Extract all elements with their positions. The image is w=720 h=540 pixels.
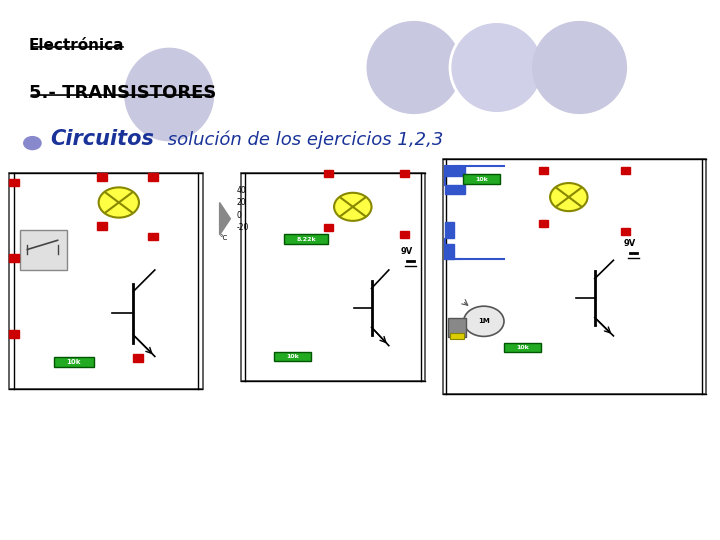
Text: °C: °C [220, 235, 228, 241]
FancyBboxPatch shape [9, 173, 203, 389]
Bar [539, 167, 548, 174]
Bar [621, 228, 630, 235]
Text: 8.22k: 8.22k [296, 237, 316, 242]
Text: 9V: 9V [624, 239, 636, 248]
Bar [400, 170, 409, 177]
Text: Electrónica: Electrónica [29, 38, 125, 53]
Bar [284, 234, 328, 244]
Bar [148, 233, 158, 240]
Text: 10k: 10k [286, 354, 299, 359]
Text: 0: 0 [236, 212, 241, 220]
Bar [621, 167, 630, 174]
Bar [463, 174, 500, 184]
Bar [400, 231, 409, 238]
Bar [9, 330, 19, 338]
Bar [9, 254, 19, 262]
Text: 1M: 1M [478, 318, 490, 325]
Circle shape [334, 193, 372, 221]
Circle shape [99, 187, 139, 218]
Bar [274, 352, 311, 361]
Circle shape [24, 137, 41, 150]
Circle shape [550, 183, 588, 211]
Bar [450, 333, 464, 339]
Bar [324, 224, 333, 231]
Text: 10k: 10k [516, 345, 529, 350]
Bar [504, 343, 541, 352]
FancyBboxPatch shape [241, 173, 425, 381]
Text: 10k: 10k [475, 177, 488, 181]
Ellipse shape [533, 22, 626, 113]
Text: 20: 20 [236, 198, 246, 207]
Text: 9V: 9V [401, 247, 413, 256]
Bar [445, 222, 454, 238]
Text: 5.- TRANSISTORES: 5.- TRANSISTORES [29, 84, 216, 102]
Bar [54, 357, 94, 367]
Text: -20: -20 [236, 224, 248, 232]
Bar [445, 244, 454, 259]
Ellipse shape [367, 22, 461, 113]
Text: 10k: 10k [66, 359, 81, 366]
Bar [448, 318, 466, 337]
Circle shape [464, 306, 504, 336]
Ellipse shape [450, 22, 544, 113]
Polygon shape [220, 202, 230, 235]
Bar [133, 354, 143, 362]
Bar [97, 173, 107, 181]
Bar [324, 170, 333, 177]
FancyBboxPatch shape [20, 230, 67, 270]
Bar [9, 179, 19, 186]
FancyBboxPatch shape [443, 159, 706, 394]
Bar [148, 173, 158, 181]
Text: Circuitos: Circuitos [50, 129, 154, 150]
Ellipse shape [122, 46, 216, 143]
Bar [445, 166, 465, 176]
Bar [97, 222, 107, 230]
Text: solución de los ejercicios 1,2,3: solución de los ejercicios 1,2,3 [162, 130, 444, 148]
Bar [539, 220, 548, 227]
Text: 40: 40 [236, 186, 246, 194]
Bar [445, 185, 465, 194]
